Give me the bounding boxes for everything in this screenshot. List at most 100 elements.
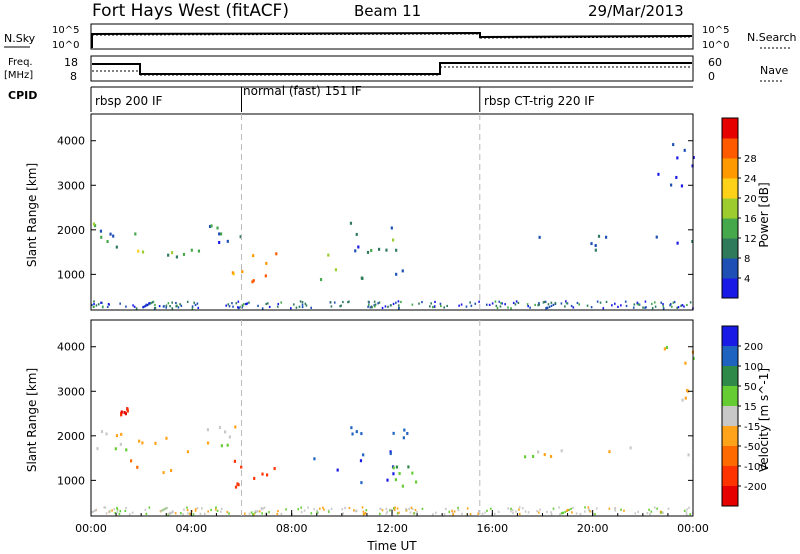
- colorbar-tick-label: 28: [744, 154, 757, 165]
- scatter-mark: [547, 303, 550, 306]
- cpid-strip: CPID rbsp 200 IF normal (fast) 151 IF rb…: [8, 84, 693, 112]
- scatter-mark: [510, 507, 512, 510]
- scatter-mark: [518, 508, 520, 511]
- scatter-mark: [500, 302, 502, 305]
- scatter-mark: [488, 303, 491, 307]
- scatter-mark: [575, 512, 578, 515]
- scatter-mark: [182, 252, 186, 256]
- scatter-mark: [359, 459, 363, 463]
- scatter-mark: [207, 510, 209, 513]
- scatter-mark: [197, 249, 201, 253]
- scatter-mark: [154, 306, 157, 310]
- scatter-mark: [194, 509, 197, 512]
- scatter-mark: [448, 510, 451, 513]
- scatter-mark: [191, 305, 194, 308]
- scatter-mark: [594, 512, 596, 516]
- scatter-mark: [560, 449, 563, 453]
- scatter-mark: [638, 303, 641, 306]
- scatter-mark: [93, 509, 96, 512]
- scatter-mark: [511, 509, 514, 512]
- scatter-mark: [512, 511, 514, 515]
- scatter-mark: [125, 448, 128, 452]
- scatter-mark: [113, 508, 116, 511]
- scatter-mark: [458, 304, 460, 307]
- scatter-mark: [160, 509, 163, 513]
- scatter-mark: [684, 396, 687, 400]
- scatter-mark: [558, 506, 560, 509]
- scatter-mark: [362, 453, 365, 457]
- scatter-mark: [411, 471, 414, 475]
- scatter-mark: [93, 302, 95, 306]
- scatter-mark: [165, 306, 168, 309]
- scatter-mark: [680, 304, 682, 307]
- scatter-mark: [559, 513, 561, 516]
- freq-label-2: [MHz]: [4, 70, 33, 81]
- scatter-mark: [304, 302, 307, 305]
- scatter-mark: [595, 507, 598, 510]
- cpid-label: CPID: [8, 89, 37, 102]
- scatter-mark: [336, 468, 339, 472]
- scatter-mark: [169, 305, 171, 308]
- scatter-mark: [469, 301, 471, 304]
- scatter-mark: [206, 428, 210, 432]
- scatter-mark: [125, 506, 127, 510]
- colorbar-swatch: [722, 346, 738, 367]
- scatter-mark: [654, 305, 657, 308]
- scatter-mark: [105, 432, 108, 436]
- scatter-mark: [316, 511, 319, 514]
- scatter-mark: [538, 511, 540, 514]
- scatter-mark: [538, 235, 541, 239]
- x-tick-label: 20:00: [577, 522, 609, 535]
- scatter-mark: [186, 300, 189, 303]
- scatter-mark: [507, 507, 510, 510]
- scatter-mark: [649, 512, 651, 516]
- scatter-mark: [237, 306, 239, 309]
- scatter-mark: [636, 301, 639, 304]
- scatter-mark: [521, 507, 524, 510]
- scatter-mark: [357, 245, 360, 249]
- noise-left-label: N.Sky: [4, 32, 36, 45]
- scatter-mark: [435, 511, 437, 514]
- scatter-mark: [100, 235, 103, 239]
- scatter-mark: [681, 304, 684, 307]
- scatter-mark: [355, 232, 358, 236]
- scatter-mark: [665, 346, 669, 350]
- scatter-mark: [515, 510, 517, 513]
- freq-strip: Freq. [MHz] 18 8 60 0 Nave: [4, 55, 788, 83]
- scatter-mark: [413, 512, 416, 515]
- scatter-mark: [392, 431, 395, 435]
- scatter-mark: [392, 507, 395, 510]
- velocity-scatter: [91, 346, 695, 516]
- scatter-mark: [390, 508, 392, 511]
- y-tick-label: 4000: [57, 135, 85, 148]
- scatter-mark: [135, 307, 138, 310]
- scatter-mark: [660, 511, 663, 514]
- scatter-mark: [329, 301, 332, 304]
- scatter-mark: [235, 302, 238, 305]
- scatter-mark: [433, 305, 436, 308]
- scatter-mark: [104, 506, 107, 509]
- colorbar-swatch: [722, 366, 738, 387]
- scatter-mark: [131, 511, 134, 514]
- scatter-mark: [554, 301, 557, 305]
- scatter-mark: [216, 226, 219, 230]
- scatter-mark: [430, 302, 432, 305]
- power-colorbar-label: Power [dB]: [757, 182, 771, 247]
- colorbar-swatch: [722, 466, 738, 487]
- scatter-mark: [379, 507, 382, 510]
- scatter-mark: [255, 510, 258, 513]
- scatter-mark: [683, 305, 685, 308]
- power-panel: Slant Range [km] 1000 2000 3000 4000: [25, 113, 695, 311]
- colorbar-tick-label: 16: [744, 214, 757, 225]
- scatter-mark: [570, 507, 572, 511]
- scatter-mark: [410, 506, 413, 509]
- scatter-mark: [676, 156, 679, 160]
- scatter-mark: [120, 432, 123, 436]
- noise-strip: N.Sky 10^5 10^0 10^5 10^0 N.Search: [4, 23, 797, 51]
- scatter-mark: [261, 472, 264, 476]
- scatter-mark: [180, 304, 183, 307]
- x-axis-label: Time UT: [366, 539, 417, 553]
- scatter-mark: [103, 506, 106, 509]
- scatter-mark: [477, 512, 479, 515]
- scatter-mark: [499, 305, 502, 308]
